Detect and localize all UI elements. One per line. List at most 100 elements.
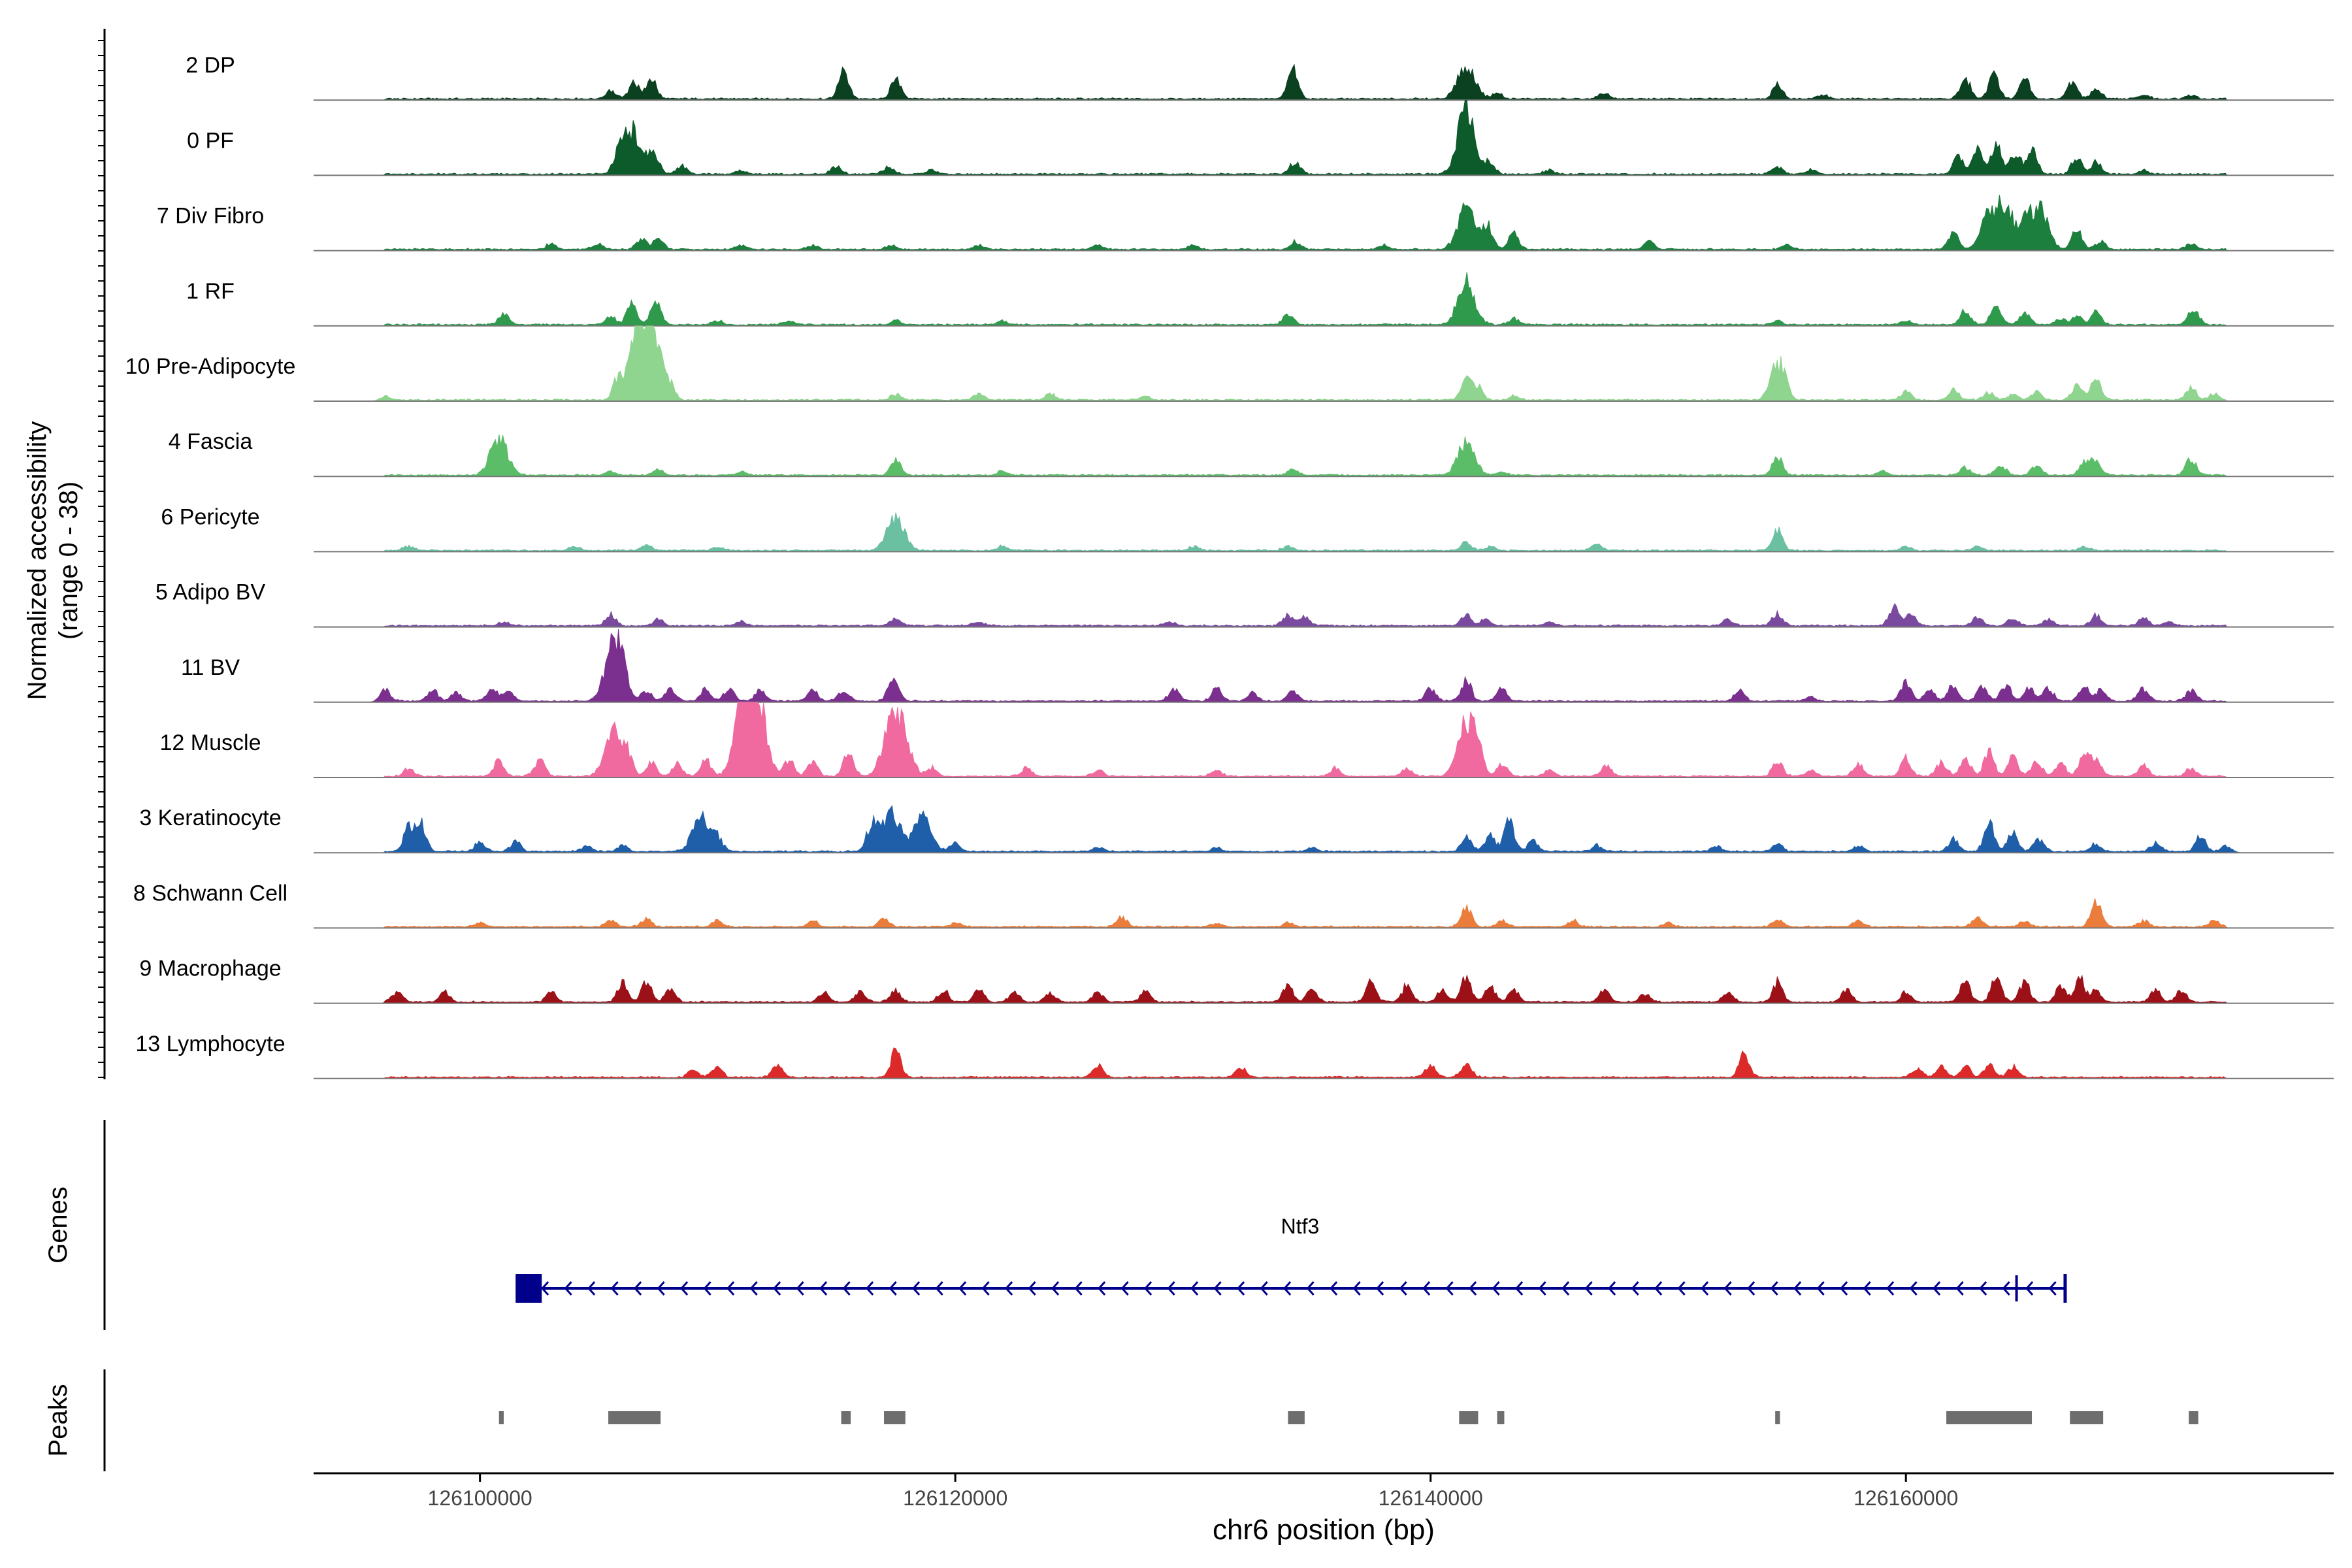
strand-arrow — [1933, 1281, 1941, 1296]
peak-region — [498, 1411, 504, 1424]
strand-arrow — [819, 1281, 828, 1296]
strand-arrow — [749, 1281, 758, 1296]
gene-name-label: Ntf3 — [1281, 1215, 1320, 1238]
strand-arrow — [1213, 1281, 1222, 1296]
peak-region — [608, 1411, 661, 1424]
track-9: 12 Muscle — [160, 702, 2334, 778]
track-10: 3 Keratinocyte — [139, 805, 2334, 854]
strand-arrow — [1955, 1281, 1964, 1296]
track-area — [314, 974, 2334, 1004]
track-area — [314, 702, 2334, 778]
strand-arrow — [1167, 1281, 1175, 1296]
strand-arrow — [2002, 1281, 2010, 1296]
strand-arrow — [1816, 1281, 1825, 1296]
strand-arrow — [1190, 1281, 1199, 1296]
track-area — [314, 99, 2334, 176]
peak-region — [884, 1411, 906, 1424]
strand-arrow — [1306, 1281, 1315, 1296]
x-tick-label: 126120000 — [903, 1486, 1007, 1510]
track-area — [314, 63, 2334, 101]
track-label: 7 Div Fibro — [157, 204, 264, 229]
strand-arrow — [2048, 1281, 2057, 1296]
strand-arrow — [796, 1281, 804, 1296]
track-6: 6 Pericyte — [161, 504, 2334, 553]
peak-region — [1497, 1411, 1505, 1424]
strand-arrow — [842, 1281, 851, 1296]
y-axis — [98, 29, 106, 1079]
strand-arrow — [1352, 1281, 1361, 1296]
track-label: 8 Schwann Cell — [133, 881, 287, 906]
track-8: 11 BV — [181, 629, 2334, 703]
strand-arrow — [1237, 1281, 1245, 1296]
track-area — [314, 805, 2334, 853]
strand-arrow — [1469, 1281, 1477, 1296]
strand-arrow — [981, 1281, 990, 1296]
peaks-track-label: Peaks — [44, 1384, 73, 1456]
track-area — [314, 602, 2334, 628]
strand-arrow — [680, 1281, 689, 1296]
strand-arrow — [1120, 1281, 1129, 1296]
strand-arrow — [1538, 1281, 1546, 1296]
track-13: 13 Lymphocyte — [135, 1032, 2334, 1079]
x-axis-ticks: 126100000 126120000 126140000 126160000 — [428, 1473, 1958, 1510]
track-area — [314, 195, 2334, 252]
strand-arrow — [2025, 1281, 2034, 1296]
x-tick-label: 126100000 — [428, 1486, 532, 1510]
track-area — [314, 512, 2334, 552]
genes-track-label: Genes — [44, 1186, 73, 1264]
coverage-tracks: 2 DP 0 PF 7 Div Fibro 1 RF 10 Pre-Adipocyte 4… — [125, 53, 2334, 1079]
strand-arrow — [1701, 1281, 1709, 1296]
track-label: 12 Muscle — [160, 730, 261, 755]
x-axis-title: chr6 position (bp) — [1213, 1514, 1435, 1546]
track-4: 10 Pre-Adipocyte — [125, 325, 2334, 402]
y-axis-title-line2: (range 0 - 38) — [54, 482, 83, 640]
track-label: 4 Fascia — [169, 429, 253, 454]
strand-arrow — [1422, 1281, 1431, 1296]
strand-arrow — [587, 1281, 596, 1296]
track-label: 3 Keratinocyte — [139, 806, 281, 830]
peak-region — [1459, 1411, 1478, 1424]
strand-arrow — [1747, 1281, 1756, 1296]
strand-arrow — [1584, 1281, 1593, 1296]
track-area — [314, 629, 2334, 703]
track-area — [314, 434, 2334, 477]
strand-arrow — [564, 1281, 572, 1296]
track-label: 11 BV — [181, 655, 240, 680]
peak-region — [1946, 1411, 2033, 1424]
peak-region — [1288, 1411, 1305, 1424]
track-label: 10 Pre-Adipocyte — [125, 354, 296, 379]
track-label: 0 PF — [187, 128, 234, 153]
track-7: 5 Adipo BV — [155, 580, 2334, 628]
strand-arrow — [935, 1281, 943, 1296]
track-11: 8 Schwann Cell — [133, 881, 2334, 929]
strand-arrow — [1005, 1281, 1013, 1296]
strand-arrow — [773, 1281, 781, 1296]
strand-arrow — [1770, 1281, 1778, 1296]
track-label: 2 DP — [186, 53, 235, 78]
strand-arrow — [1677, 1281, 1686, 1296]
strand-arrow — [1260, 1281, 1268, 1296]
strand-arrow — [889, 1281, 897, 1296]
track-label: 5 Adipo BV — [155, 580, 266, 605]
track-label: 9 Macrophage — [139, 956, 281, 981]
gene-exon — [2015, 1275, 2018, 1301]
strand-arrow — [1492, 1281, 1500, 1296]
strand-arrow — [634, 1281, 642, 1296]
track-label: 6 Pericyte — [161, 504, 259, 529]
peak-region — [2189, 1411, 2198, 1424]
track-0: 2 DP — [186, 53, 2334, 101]
strand-arrow — [1074, 1281, 1083, 1296]
strand-arrow — [1793, 1281, 1802, 1296]
strand-arrow — [1608, 1281, 1616, 1296]
strand-arrow — [1376, 1281, 1384, 1296]
strand-arrow — [1028, 1281, 1036, 1296]
strand-arrow — [610, 1281, 619, 1296]
strand-arrow — [1283, 1281, 1292, 1296]
track-2: 7 Div Fibro — [157, 195, 2334, 252]
gene-track — [515, 1274, 2067, 1303]
strand-arrow — [1863, 1281, 1871, 1296]
strand-arrow — [1979, 1281, 1987, 1296]
peak-region — [1775, 1411, 1780, 1424]
x-tick-label: 126160000 — [1854, 1486, 1958, 1510]
y-axis-title-line1: Normalized accessibility — [23, 421, 52, 700]
